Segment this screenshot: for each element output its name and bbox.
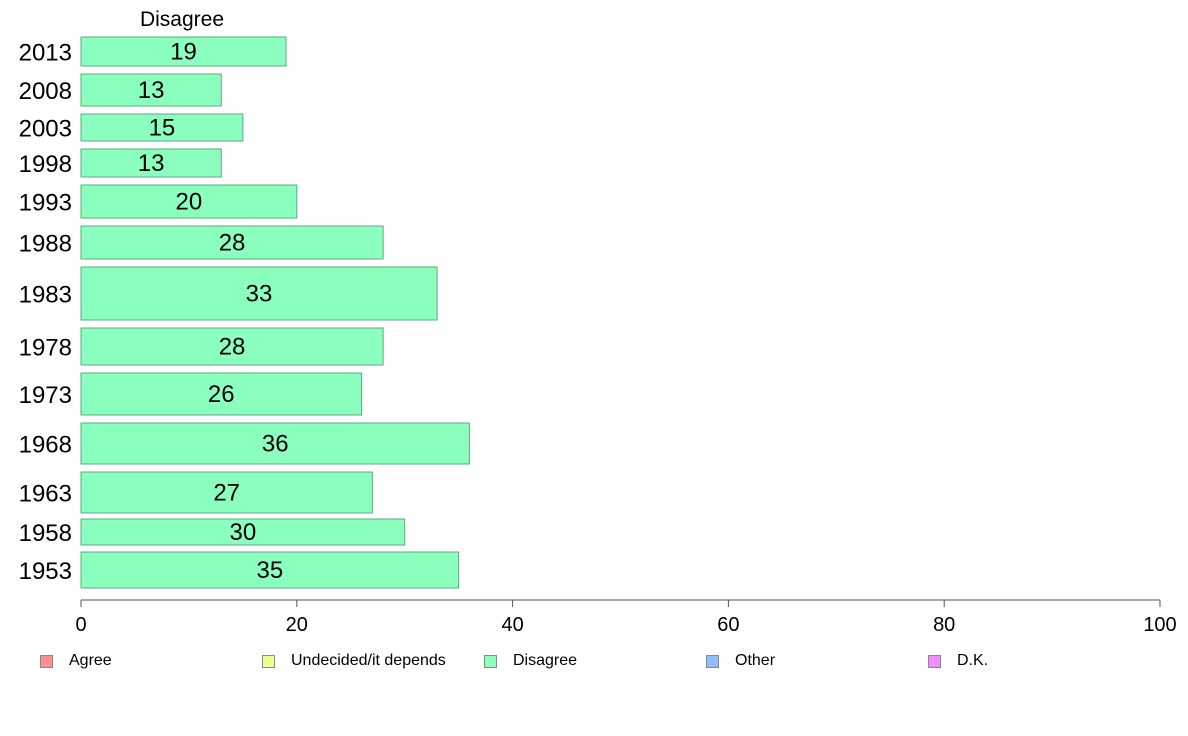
bar-1963 — [80, 471, 373, 514]
category-label-1993: 1993 — [19, 190, 72, 217]
data-label-1993: 20 — [176, 189, 203, 216]
category-label-1988: 1988 — [19, 231, 72, 258]
bar-2008 — [80, 73, 222, 107]
bar-1958 — [80, 518, 406, 546]
category-label-1968: 1968 — [19, 432, 72, 459]
legend-swatch-disagree — [484, 654, 497, 668]
bar-2003 — [80, 113, 244, 142]
data-label-2008: 13 — [138, 77, 165, 104]
x-tick-label-20: 20 — [286, 614, 308, 636]
category-label-1958: 1958 — [19, 520, 72, 547]
category-label-1963: 1963 — [19, 481, 72, 508]
legend-swatch-undecided-it-depends — [262, 654, 275, 668]
x-tick-label-80: 80 — [933, 614, 955, 636]
legend: Agree Undecided/it depends Disagree Other D.… — [0, 652, 1188, 676]
chart-title: Disagree — [140, 8, 224, 31]
category-label-2008: 2008 — [19, 78, 72, 105]
legend-item-agree: Agree — [40, 652, 112, 670]
category-label-2003: 2003 — [19, 116, 72, 143]
data-label-1963: 27 — [213, 480, 240, 507]
data-label-2003: 15 — [149, 115, 176, 142]
category-label-1978: 1978 — [19, 335, 72, 362]
bar-1973 — [80, 372, 363, 416]
data-label-1978: 28 — [219, 334, 246, 361]
x-tick-label-60: 60 — [717, 614, 739, 636]
data-label-1953: 35 — [256, 557, 283, 584]
bar-1998 — [80, 148, 222, 178]
data-label-1968: 36 — [262, 431, 289, 458]
legend-label-undecided-it-depends: Undecided/it depends — [291, 652, 446, 669]
x-tick-label-0: 0 — [75, 614, 86, 636]
bar-chart: Disagree 19 2013 13 2008 15 2003 13 1998 20 1993 2… — [19, 8, 1177, 636]
category-label-1998: 1998 — [19, 151, 72, 178]
legend-label-other: Other — [735, 652, 776, 669]
legend-swatch-d-k — [928, 654, 941, 668]
bar-1983 — [80, 266, 438, 321]
data-label-1983: 33 — [246, 281, 273, 308]
data-label-1988: 28 — [219, 230, 246, 257]
bar-2013 — [80, 36, 287, 67]
legend-label-agree: Agree — [69, 652, 112, 669]
bar-1993 — [80, 184, 298, 219]
category-label-2013: 2013 — [19, 40, 72, 67]
category-label-1983: 1983 — [19, 282, 72, 309]
legend-item-undecided-it-depends: Undecided/it depends — [262, 652, 446, 670]
legend-item-other: Other — [706, 652, 775, 670]
legend-label-disagree: Disagree — [513, 652, 578, 669]
legend-item-d-k: D.K. — [928, 652, 988, 670]
bar-1953 — [80, 551, 460, 589]
data-label-1958: 30 — [229, 519, 256, 546]
legend-swatch-other — [706, 654, 719, 668]
category-label-1973: 1973 — [19, 382, 72, 409]
x-tick-label-40: 40 — [501, 614, 523, 636]
bar-1978 — [80, 327, 384, 366]
bar-1968 — [80, 422, 470, 465]
legend-swatch-agree — [40, 654, 53, 668]
bar-1988 — [80, 225, 384, 260]
data-label-1998: 13 — [138, 150, 165, 177]
legend-label-d-k: D.K. — [957, 652, 989, 669]
data-label-2013: 19 — [170, 39, 197, 66]
x-tick-label-100: 100 — [1143, 614, 1176, 636]
data-label-1973: 26 — [208, 381, 235, 408]
category-label-1953: 1953 — [19, 558, 72, 585]
legend-item-disagree: Disagree — [484, 652, 577, 670]
